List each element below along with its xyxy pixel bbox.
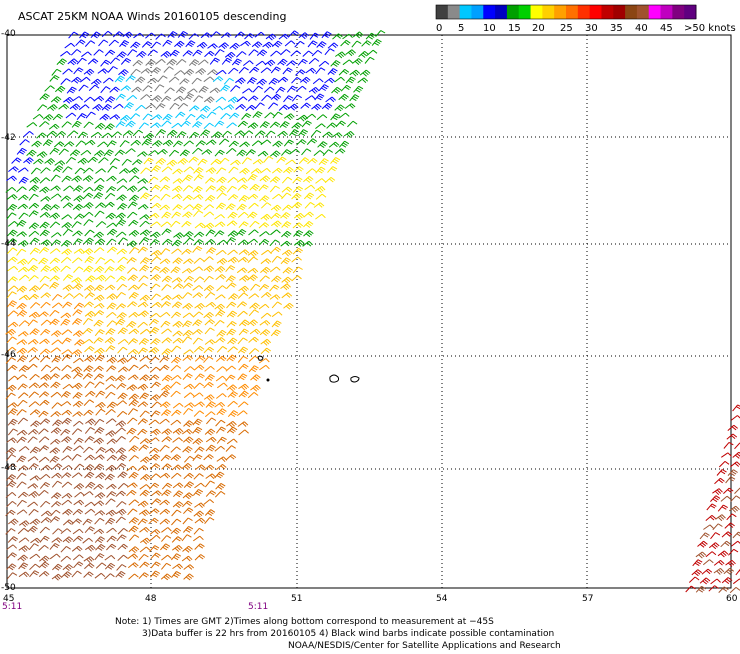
- lon-label: 57: [582, 594, 593, 604]
- colorbar-tick-35: 35: [610, 23, 623, 34]
- colorbar-swatch: [661, 5, 673, 19]
- colorbar-swatch: [471, 5, 483, 19]
- time-label: 5:11: [248, 602, 268, 612]
- colorbar-tick-25: 25: [560, 23, 573, 34]
- lon-label: 60: [726, 594, 738, 604]
- lat-label: -42: [1, 133, 16, 143]
- lat-label: -50: [1, 583, 16, 593]
- colorbar-swatch: [554, 5, 566, 19]
- time-label: 5:11: [2, 602, 22, 612]
- colorbar-tick-20: 20: [532, 23, 545, 34]
- colorbar-swatch: [460, 5, 472, 19]
- colorbar-tick-15: 15: [508, 23, 521, 34]
- colorbar-swatch: [601, 5, 613, 19]
- colorbar-tick-5: 5: [458, 23, 464, 34]
- colorbar-tick-40: 40: [635, 23, 648, 34]
- colorbar-swatch: [448, 5, 460, 19]
- colorbar-swatch: [625, 5, 637, 19]
- colorbar-swatch: [542, 5, 554, 19]
- colorbar-swatch: [436, 5, 448, 19]
- lat-label: -44: [1, 239, 16, 249]
- lon-label: 51: [291, 594, 302, 604]
- colorbar-swatch: [578, 5, 590, 19]
- note-line-1: Note: 1) Times are GMT 2)Times along bot…: [115, 617, 494, 627]
- speed-colorbar: [436, 5, 697, 19]
- lat-label: -48: [1, 463, 16, 473]
- map-title: ASCAT 25KM NOAA Winds 20160105 descendin…: [18, 10, 286, 23]
- colorbar-swatch: [637, 5, 649, 19]
- colorbar-swatch: [566, 5, 578, 19]
- colorbar-tick-50: >50 knots: [684, 23, 736, 34]
- colorbar-tick-10: 10: [483, 23, 496, 34]
- colorbar-swatch: [590, 5, 602, 19]
- lat-label: -46: [1, 350, 16, 360]
- colorbar-swatch: [684, 5, 696, 19]
- note-line-2: 3)Data buffer is 22 hrs from 20160105 4)…: [142, 629, 554, 639]
- colorbar-swatch: [649, 5, 661, 19]
- colorbar-tick-45: 45: [660, 23, 673, 34]
- colorbar-swatch: [483, 5, 495, 19]
- colorbar-swatch: [495, 5, 507, 19]
- colorbar-swatch: [507, 5, 519, 19]
- lon-label: 48: [145, 594, 157, 604]
- colorbar-tick-0: 0: [436, 23, 442, 34]
- lat-label: -40: [1, 29, 16, 39]
- note-line-3: NOAA/NESDIS/Center for Satellite Applica…: [288, 641, 561, 650]
- colorbar-swatch: [613, 5, 625, 19]
- colorbar-swatch: [531, 5, 543, 19]
- colorbar-swatch: [672, 5, 684, 19]
- colorbar-swatch: [519, 5, 531, 19]
- colorbar-tick-30: 30: [585, 23, 598, 34]
- lon-label: 54: [436, 594, 448, 604]
